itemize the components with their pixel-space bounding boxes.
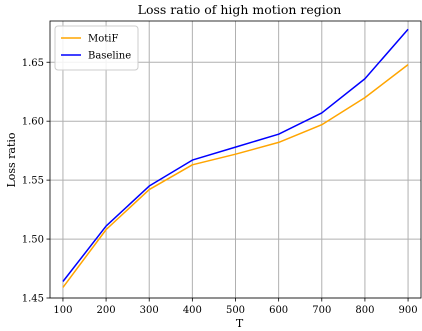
x-tick-label: 500: [226, 305, 245, 316]
y-tick-label: 1.55: [22, 176, 44, 187]
legend-label-motif: MotiF: [88, 34, 118, 45]
series-line-baseline: [62, 28, 409, 282]
x-tick-label: 200: [97, 305, 116, 316]
legend-label-baseline: Baseline: [88, 51, 131, 62]
legend-box: [54, 25, 139, 71]
x-tick-label: 300: [140, 305, 159, 316]
x-tick-label: 900: [399, 305, 418, 316]
chart-title: Loss ratio of high motion region: [138, 2, 342, 17]
x-tick-label: 700: [312, 305, 331, 316]
x-tick-label: 400: [183, 305, 202, 316]
y-tick-label: 1.50: [22, 235, 44, 246]
grid-lines: [50, 21, 421, 299]
axis-ticks: 100 200 300 400 500 600 700 800 900 1.45 1.50 1.55 1…: [22, 58, 418, 316]
x-tick-label: 600: [269, 305, 288, 316]
series-line-motif: [62, 64, 409, 288]
x-tick-label: 800: [355, 305, 374, 316]
x-axis-label: T: [236, 317, 244, 330]
y-tick-label: 1.45: [22, 294, 44, 305]
series-layer: [62, 28, 409, 288]
y-tick-label: 1.60: [22, 117, 44, 128]
y-tick-label: 1.65: [22, 58, 44, 69]
y-axis-label: Loss ratio: [5, 132, 18, 187]
x-tick-label: 100: [53, 305, 72, 316]
legend: MotiF Baseline: [54, 25, 139, 71]
